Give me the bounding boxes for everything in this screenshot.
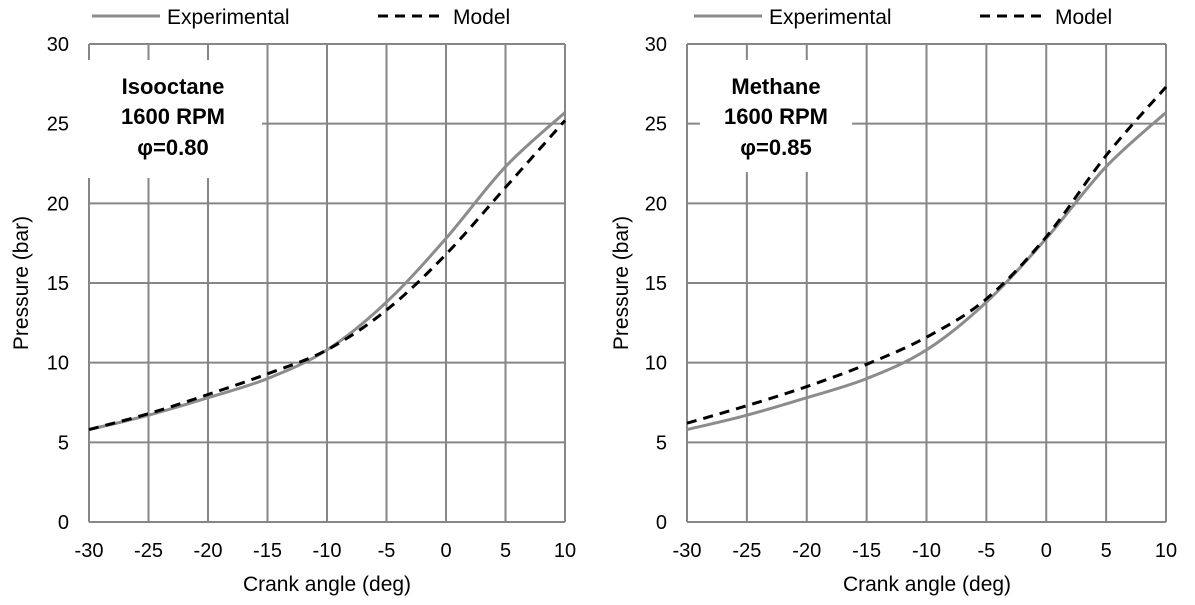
legend-label-experimental: Experimental [167, 6, 290, 29]
annotation-line-2: 1600 RPM [724, 104, 828, 129]
legend-label-experimental: Experimental [769, 6, 892, 29]
legend-label-model: Model [453, 6, 510, 29]
y-tick-label: 0 [58, 512, 69, 534]
series-line-experimental [686, 111, 1168, 432]
tick-labels: -30 -25 -20 -15 -10 -5 0 5 10 0 5 10 15 20 25 30 [645, 34, 1177, 562]
annotation-line-1: Isooctane [122, 74, 225, 99]
annotation-line-3: φ=0.80 [137, 135, 208, 160]
annotation-line-1: Methane [731, 74, 820, 99]
x-tick-label: -15 [852, 540, 881, 562]
y-tick-label: 20 [645, 193, 667, 215]
annotation-line-2: 1600 RPM [121, 104, 225, 129]
x-tick-label: -30 [673, 540, 702, 562]
series-line-model [686, 86, 1168, 425]
x-tick-label: -20 [194, 540, 223, 562]
y-tick-label: 10 [47, 353, 69, 375]
y-tick-label: 25 [645, 114, 667, 136]
y-tick-label: 20 [47, 193, 69, 215]
x-tick-label: 0 [440, 540, 451, 562]
x-tick-label: 10 [1155, 540, 1177, 562]
series-line-model [88, 119, 567, 432]
y-tick-label: 15 [47, 273, 69, 295]
chart-panel-isooctane: -30 -25 -20 -15 -10 -5 0 5 10 0 5 10 15 20 25 30 Isooct… [10, 6, 576, 596]
annotation-box [84, 60, 262, 178]
y-tick-label: 5 [58, 432, 69, 454]
y-axis-title: Pressure (bar) [610, 216, 633, 350]
series-layer [686, 86, 1168, 432]
x-tick-label: -15 [253, 540, 282, 562]
x-tick-label: 5 [500, 540, 511, 562]
y-tick-label: 30 [47, 34, 69, 56]
legend-label-model: Model [1055, 6, 1112, 29]
x-tick-label: 5 [1101, 540, 1112, 562]
x-tick-label: 10 [554, 540, 576, 562]
y-tick-label: 0 [656, 512, 667, 534]
x-tick-label: -10 [313, 540, 342, 562]
y-tick-label: 5 [656, 432, 667, 454]
x-tick-label: -10 [912, 540, 941, 562]
x-axis-title: Crank angle (deg) [243, 573, 411, 596]
x-axis-title: Crank angle (deg) [843, 573, 1011, 596]
annotation-line-3: φ=0.85 [740, 135, 811, 160]
annotation-box [700, 60, 852, 172]
x-tick-label: -20 [792, 540, 821, 562]
plot-grid [88, 43, 566, 523]
x-tick-label: -25 [134, 540, 163, 562]
y-axis-title: Pressure (bar) [10, 216, 33, 350]
x-tick-label: -5 [977, 540, 995, 562]
x-tick-label: -25 [732, 540, 761, 562]
y-tick-label: 25 [47, 114, 69, 136]
y-tick-label: 10 [645, 353, 667, 375]
tick-labels: -30 -25 -20 -15 -10 -5 0 5 10 0 5 10 15 20 25 30 [47, 34, 576, 562]
y-tick-label: 15 [645, 273, 667, 295]
chart-panel-methane: -30 -25 -20 -15 -10 -5 0 5 10 0 5 10 15 20 25 30 Methan… [610, 6, 1177, 596]
x-tick-label: 0 [1041, 540, 1052, 562]
x-tick-label: -5 [378, 540, 396, 562]
y-tick-label: 30 [645, 34, 667, 56]
x-tick-label: -30 [75, 540, 104, 562]
series-layer [88, 111, 567, 432]
